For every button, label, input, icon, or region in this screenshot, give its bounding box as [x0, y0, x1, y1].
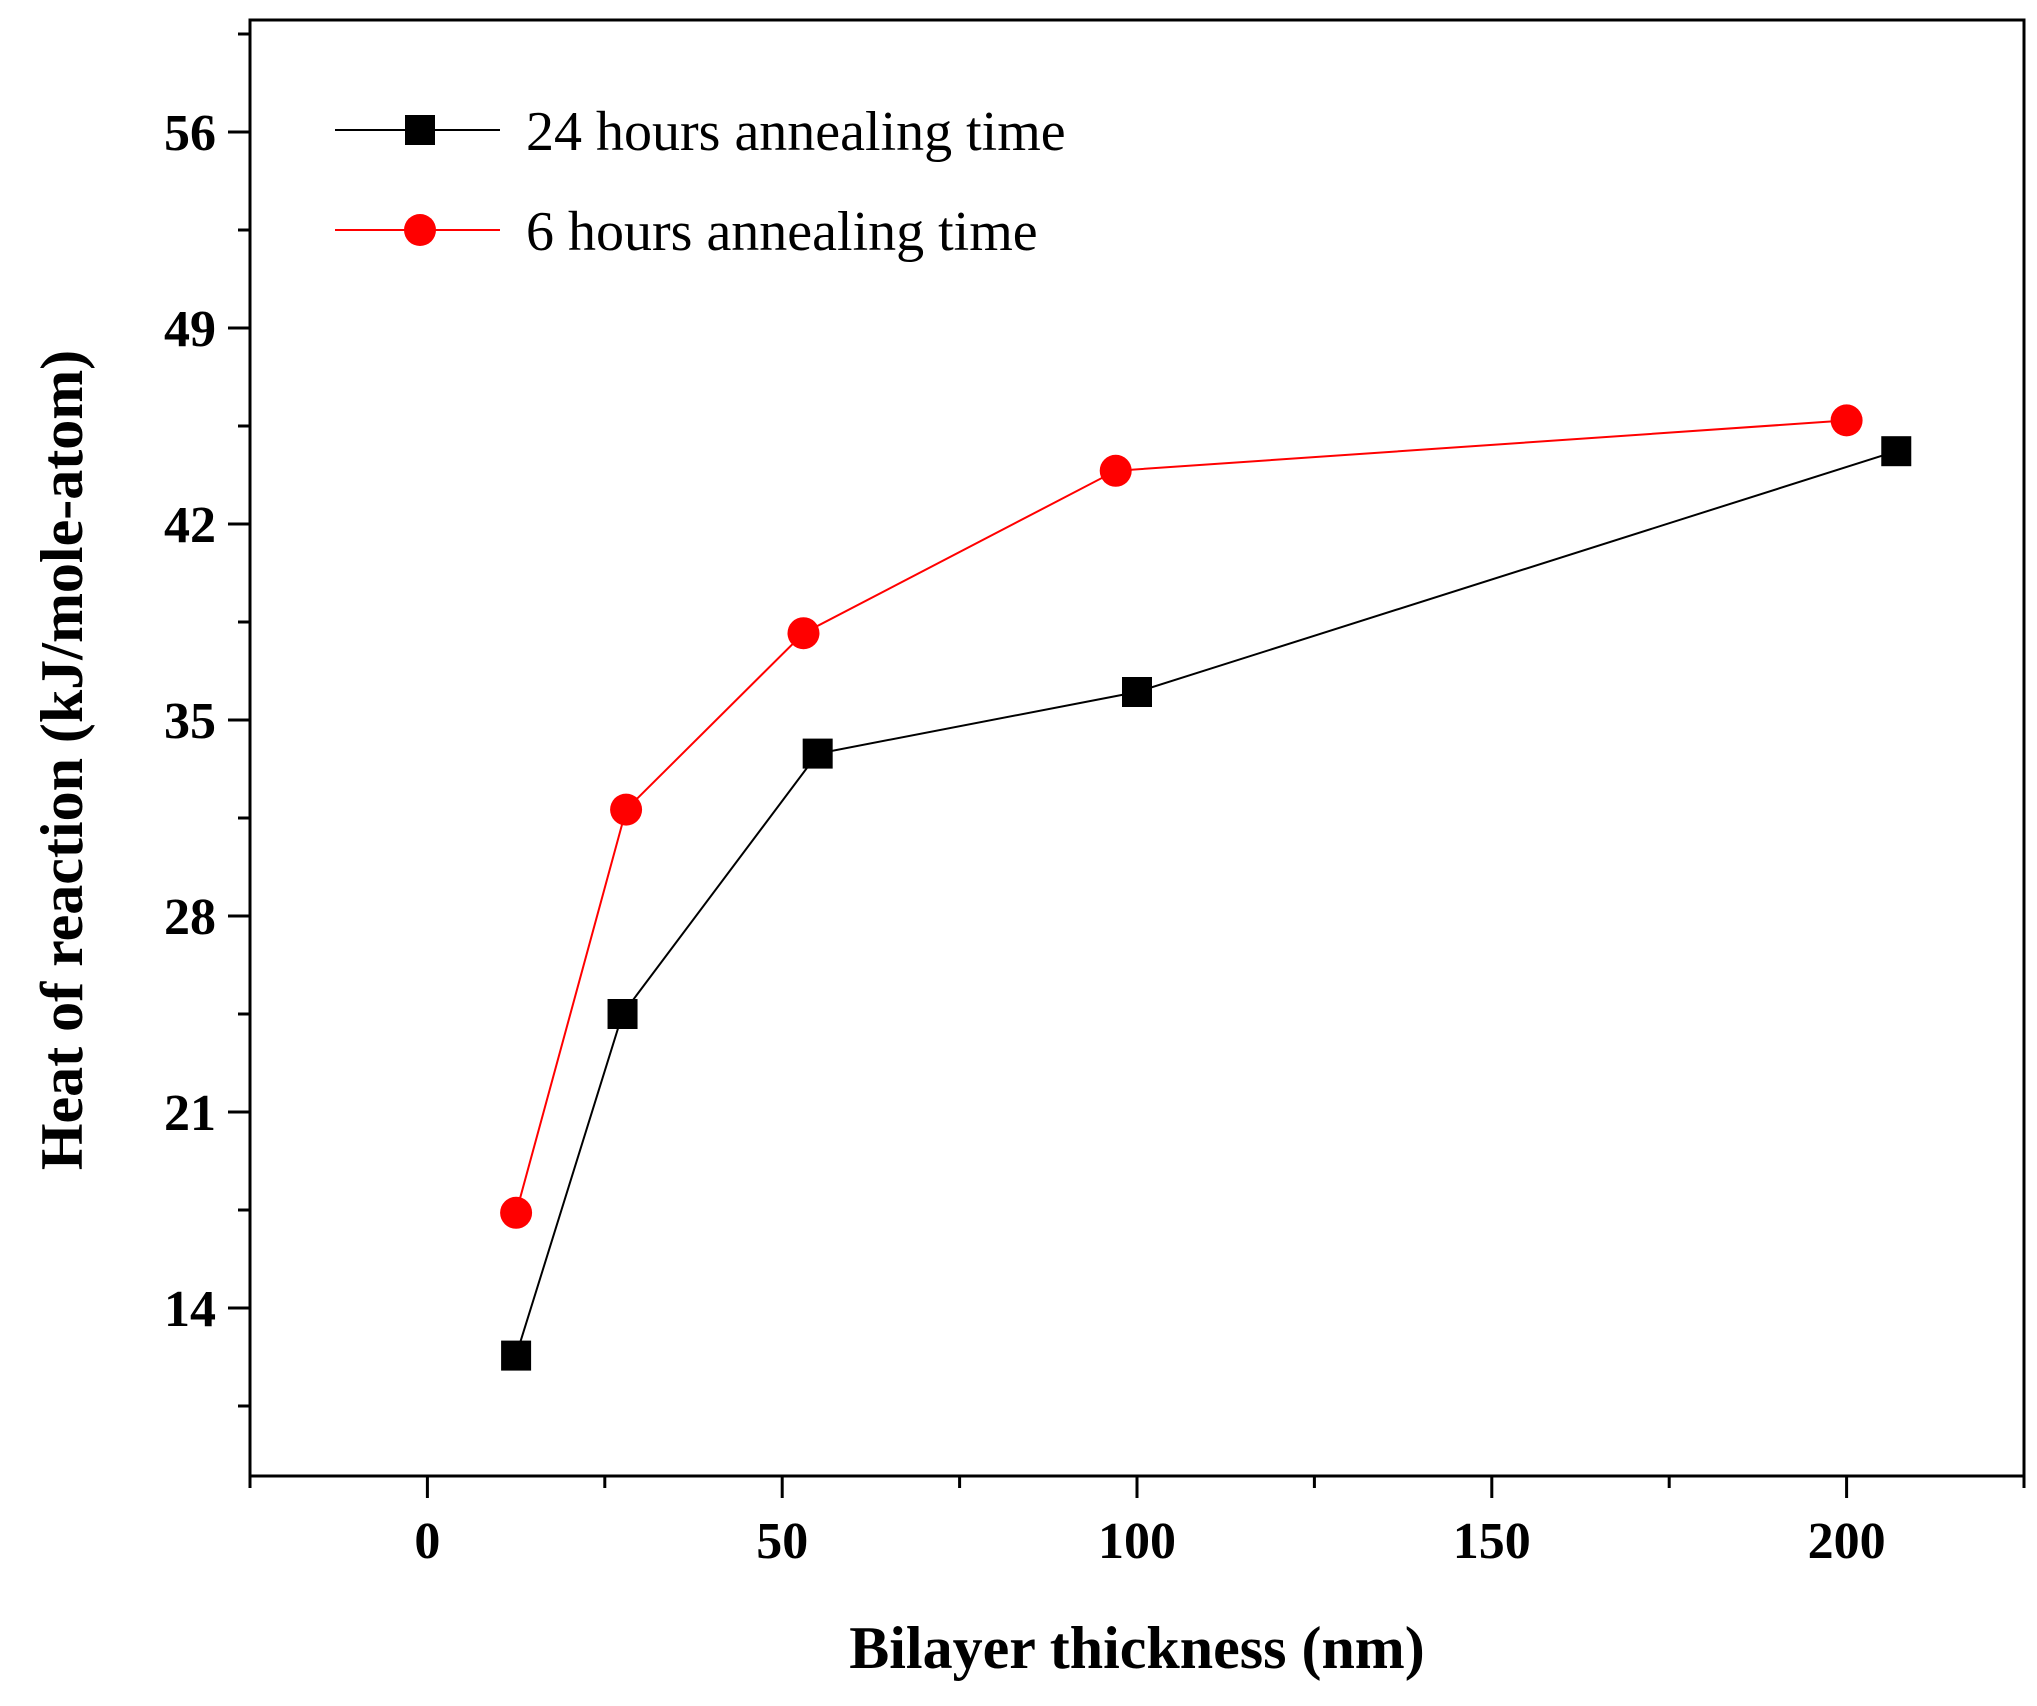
y-axis-title: Heat of reaction (kJ/mole-atom) — [29, 350, 95, 1170]
legend-entry: 24 hours annealing time — [335, 101, 1066, 163]
series-2 — [500, 404, 1863, 1229]
x-axis-title: Bilayer thickness (nm) — [849, 1615, 1425, 1681]
series-layer — [500, 404, 1912, 1371]
legend: 24 hours annealing time 6 hours annealing… — [335, 101, 1066, 263]
series-line — [515, 450, 1897, 1356]
y-tick-label: 49 — [164, 301, 216, 358]
legend-label: 24 hours annealing time — [526, 101, 1066, 163]
series-line — [515, 419, 1847, 1214]
legend-marker — [405, 115, 435, 145]
data-point — [1122, 677, 1152, 707]
data-point — [1881, 436, 1912, 467]
y-tick-label: 21 — [164, 1085, 216, 1142]
data-point — [802, 738, 833, 769]
axis-ticks: 0 50 100 150 200 14 21 28 35 42 49 56 — [164, 32, 2026, 1570]
y-tick-label: 42 — [164, 497, 216, 554]
x-tick-label: 200 — [1808, 1513, 1886, 1570]
data-point — [610, 793, 643, 826]
series-1 — [501, 436, 1912, 1371]
legend-entry: 6 hours annealing time — [335, 201, 1038, 263]
y-tick-label: 14 — [164, 1281, 216, 1338]
y-tick-label: 56 — [164, 105, 216, 162]
legend-label: 6 hours annealing time — [526, 201, 1038, 263]
x-tick-label: 100 — [1098, 1513, 1176, 1570]
plot-frame — [248, 18, 2026, 1478]
data-point — [787, 617, 820, 650]
data-point — [607, 999, 638, 1029]
data-point — [1830, 404, 1863, 437]
x-tick-label: 50 — [756, 1513, 808, 1570]
data-point — [1099, 454, 1132, 487]
x-tick-label: 0 — [414, 1513, 440, 1570]
x-tick-label: 150 — [1453, 1513, 1531, 1570]
data-point — [501, 1340, 532, 1371]
y-tick-label: 28 — [164, 889, 216, 946]
y-tick-label: 35 — [164, 693, 216, 750]
legend-marker — [404, 214, 436, 246]
data-point — [500, 1196, 533, 1229]
